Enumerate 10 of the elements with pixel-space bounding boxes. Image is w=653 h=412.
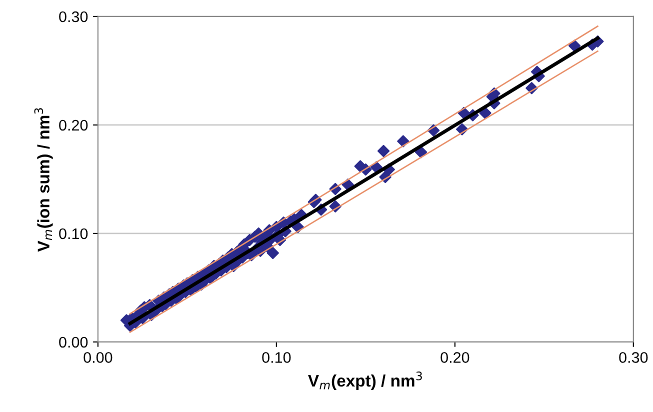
x-tick-label: 0.00: [84, 352, 112, 363]
x-tick-label: 0.20: [440, 352, 470, 363]
y-tick-label: 0.20: [59, 120, 88, 131]
x-tick-label: 0.10: [262, 352, 291, 363]
x-tick-label: 0.30: [619, 352, 648, 363]
y-tick-label: 0.10: [59, 228, 88, 240]
y-tick-label: 0.30: [59, 11, 88, 22]
x-axis-title: V$_{m}$(expt) / nm$^{3}$: [308, 371, 422, 390]
y-tick-label: 0.00: [59, 336, 88, 348]
y-axis-title: V$_{m}$(ion sum) / nm$^{3}$: [34, 108, 53, 252]
